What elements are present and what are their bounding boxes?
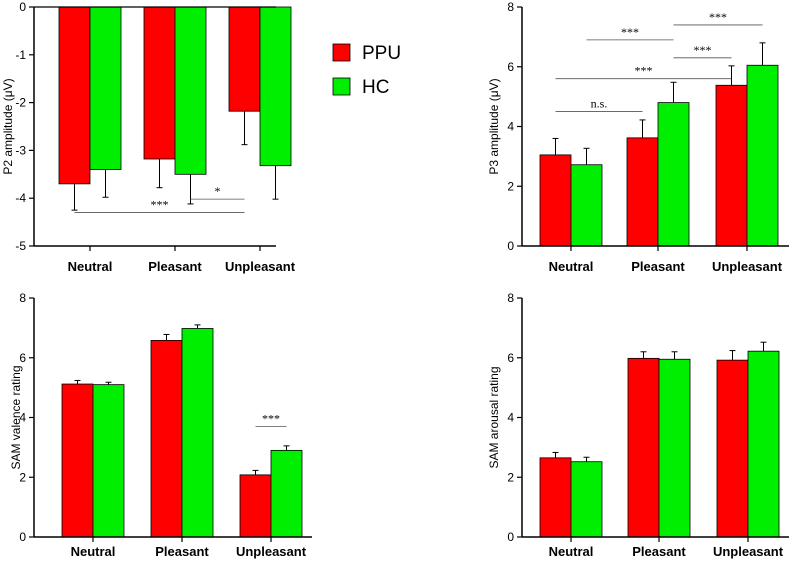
significance-label: *** [709,10,727,24]
y-tick-label: 6 [507,60,514,74]
significance-label: *** [621,25,639,39]
bar-ppu-unpleasant [228,6,261,112]
bar-ppu-pleasant [150,340,183,538]
significance-label: *** [694,43,712,57]
significance-label: *** [635,64,653,78]
y-tick-label: 8 [507,0,514,14]
bar-hc-neutral [89,6,122,170]
bar-hc-unpleasant [747,350,780,538]
legend-label-hc: HC [362,77,389,98]
x-tick-label-pleasant: Pleasant [632,544,686,559]
bar-ppu-pleasant [143,6,176,160]
y-axis-title: SAM valence rating [9,365,23,469]
bar-hc-unpleasant [270,449,303,538]
y-tick-label: -3 [15,143,26,157]
x-tick-label-pleasant: Pleasant [155,544,209,559]
x-tick-label-neutral: Neutral [549,544,594,559]
bar-hc-pleasant [658,358,691,538]
y-axis-title: SAM arousal rating [487,366,501,468]
legend: PPU HC [332,43,401,98]
bar-ppu-pleasant [627,357,660,538]
legend-swatch-ppu [332,43,351,62]
y-tick-label: 6 [507,351,514,365]
bar-ppu-unpleasant [716,359,749,538]
y-tick-label: -4 [15,191,26,205]
significance-label: *** [151,198,169,212]
y-tick-label: -1 [15,48,26,62]
x-tick-label-unpleasant: Unpleasant [225,259,296,274]
x-tick-label-pleasant: Pleasant [148,259,202,274]
y-tick-label: 2 [507,470,514,484]
legend-label-ppu: PPU [362,43,401,64]
bar-ppu-neutral [539,154,572,247]
x-tick-label-pleasant: Pleasant [631,259,685,274]
bar-ppu-pleasant [626,137,659,247]
bar-hc-pleasant [657,102,690,247]
bar-hc-pleasant [181,328,214,538]
p2-amplitude-panel: 0 -1 -2 -3 -4 -5 Neutral Pleasant Unpleasant P2 a… [1,0,296,274]
legend-swatch-hc [332,77,351,96]
bar-hc-unpleasant [746,64,779,247]
bar-hc-neutral [570,164,603,247]
x-tick-label-unpleasant: Unpleasant [712,259,783,274]
significance-label: n.s. [591,97,608,111]
p3-amplitude-panel: 0 2 4 6 8 Neutral Pleasant Unpleasant P3 amplitu… [487,0,789,274]
y-tick-label: 2 [507,179,514,193]
bar-hc-pleasant [174,6,207,175]
y-axis-title: P3 amplitude (μV) [487,78,501,174]
y-tick-label: 0 [19,0,26,14]
bar-hc-unpleasant [259,6,292,167]
y-tick-label: -2 [15,96,26,110]
bar-ppu-neutral [539,457,572,538]
bar-hc-neutral [92,384,125,538]
sam-valence-panel: 0 2 4 6 8 Neutral Pleasant Unpleasant SAM valenc… [9,291,312,559]
x-tick-label-neutral: Neutral [549,259,594,274]
y-tick-label: 6 [19,351,26,365]
y-axis-title: P2 amplitude (μV) [1,78,15,174]
x-tick-label-unpleasant: Unpleasant [713,544,784,559]
x-tick-label-neutral: Neutral [68,259,113,274]
significance-label: * [215,184,221,198]
bar-ppu-neutral [58,6,91,185]
y-tick-label: 0 [507,530,514,544]
bar-ppu-unpleasant [715,84,748,247]
y-tick-label: 4 [507,411,514,425]
bar-hc-neutral [570,461,603,538]
y-tick-label: 0 [19,530,26,544]
sam-arousal-panel: 0 2 4 6 8 Neutral Pleasant Unpleasant SAM arousa… [487,291,789,559]
y-tick-label: 8 [507,291,514,305]
y-tick-label: 0 [507,239,514,253]
y-tick-label: 4 [19,411,26,425]
y-tick-label: 4 [507,120,514,134]
x-tick-label-unpleasant: Unpleasant [236,544,307,559]
y-tick-label: -5 [15,239,26,253]
bar-ppu-neutral [61,383,94,538]
x-tick-label-neutral: Neutral [71,544,116,559]
y-tick-label: 8 [19,291,26,305]
y-tick-label: 2 [19,470,26,484]
bar-ppu-unpleasant [239,474,272,538]
significance-label: *** [262,411,280,425]
